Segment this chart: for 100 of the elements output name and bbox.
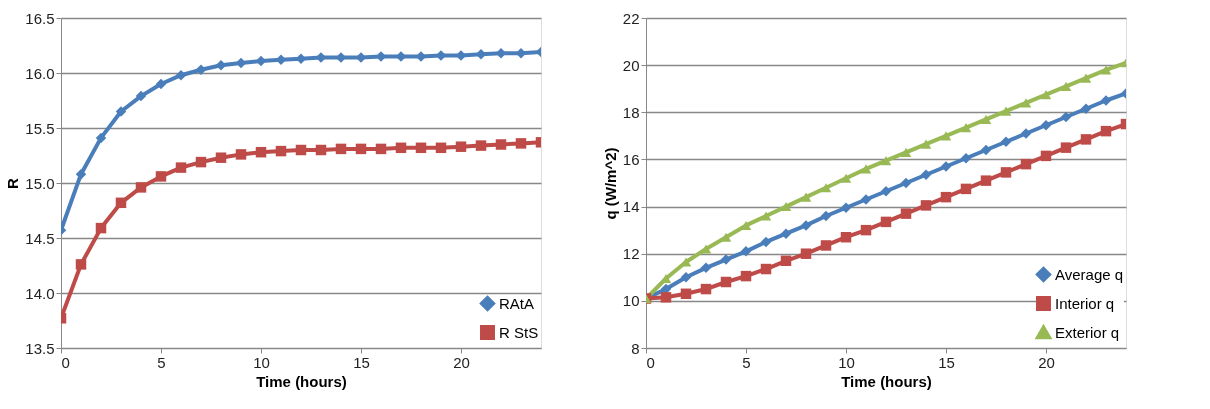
point: [435, 142, 447, 154]
point: [680, 272, 692, 283]
point: [940, 191, 952, 203]
point: [880, 186, 892, 197]
point: [135, 182, 147, 193]
point: [900, 147, 912, 157]
x-tick-label: 5: [742, 353, 751, 371]
point: [920, 169, 932, 180]
y-tick-label: 22: [622, 9, 640, 27]
point: [455, 141, 467, 152]
y-tick-label: 16: [622, 150, 640, 168]
point: [720, 254, 732, 265]
point: [1080, 134, 1092, 145]
point: [1020, 128, 1032, 139]
legend-label: RAtA: [499, 294, 535, 312]
point: [1040, 150, 1052, 162]
point: [820, 210, 832, 222]
y-tick-label: 16.5: [25, 9, 55, 27]
point: [175, 162, 187, 173]
point: [940, 161, 952, 172]
y-tick-label: 8: [631, 339, 640, 357]
legend-label: Average q: [1055, 265, 1124, 283]
point: [860, 194, 872, 205]
point: [980, 144, 992, 156]
point: [1080, 103, 1092, 114]
y-tick-label: 14.5: [25, 229, 55, 247]
point: [820, 183, 832, 193]
point: [115, 106, 127, 117]
y-tick-label: 14.0: [25, 284, 55, 302]
point: [135, 90, 147, 102]
point: [1040, 90, 1052, 100]
x-axis-title: Time (hours): [841, 372, 932, 390]
x-tick-label: 5: [157, 353, 166, 371]
y-tick-label: 14: [622, 198, 640, 216]
point: [235, 149, 247, 160]
x-tick-label: 15: [353, 353, 370, 371]
point: [335, 143, 347, 155]
point: [720, 276, 732, 288]
point: [495, 139, 507, 150]
point: [395, 142, 407, 154]
point: [215, 152, 227, 163]
point: [1100, 65, 1112, 75]
point: [1060, 81, 1072, 91]
point: [740, 270, 752, 282]
point: [1000, 167, 1012, 178]
point: [940, 131, 952, 141]
legend-label: Exterior q: [1055, 323, 1120, 341]
point: [760, 211, 772, 221]
point: [295, 144, 307, 156]
point: [980, 175, 992, 186]
point: [175, 69, 187, 81]
point: [760, 236, 772, 248]
point: [95, 132, 107, 144]
point: [95, 222, 107, 234]
point: [1100, 95, 1112, 106]
point: [900, 177, 912, 189]
point: [75, 168, 87, 180]
point: [375, 143, 387, 155]
point: [1040, 120, 1052, 131]
point: [255, 146, 267, 158]
point: [740, 246, 752, 257]
point: [800, 220, 812, 231]
point: [700, 262, 712, 274]
point: [860, 164, 872, 174]
point: [680, 288, 692, 300]
point: [900, 208, 912, 219]
point: [660, 292, 672, 303]
point: [475, 140, 487, 151]
point: [920, 139, 932, 149]
point: [275, 145, 287, 157]
y-axis-title: q (W/m^2): [601, 147, 619, 220]
point: [1000, 136, 1012, 147]
point: [195, 156, 207, 168]
y-axis-title: R: [4, 177, 22, 189]
point: [1100, 125, 1112, 137]
y-tick-label: 16.0: [25, 64, 55, 82]
point: [960, 123, 972, 133]
point: [75, 259, 87, 270]
point: [800, 248, 812, 259]
x-tick-label: 10: [838, 353, 855, 371]
y-tick-label: 15.0: [25, 174, 55, 192]
point: [1020, 98, 1032, 108]
point: [515, 138, 527, 149]
point: [355, 143, 367, 155]
point: [840, 202, 852, 213]
point: [960, 153, 972, 164]
x-tick-label: 15: [938, 353, 955, 371]
y-tick-label: 15.5: [25, 119, 55, 137]
point: [760, 263, 772, 275]
point: [820, 240, 832, 251]
point: [415, 142, 427, 154]
y-tick-label: 12: [622, 245, 640, 263]
point: [1080, 73, 1092, 83]
point: [215, 60, 227, 71]
point: [1020, 158, 1032, 170]
x-tick-label: 10: [253, 353, 270, 371]
legend-label: Interior q: [1055, 294, 1115, 312]
point: [155, 78, 167, 90]
point: [960, 183, 972, 195]
point: [880, 156, 892, 166]
